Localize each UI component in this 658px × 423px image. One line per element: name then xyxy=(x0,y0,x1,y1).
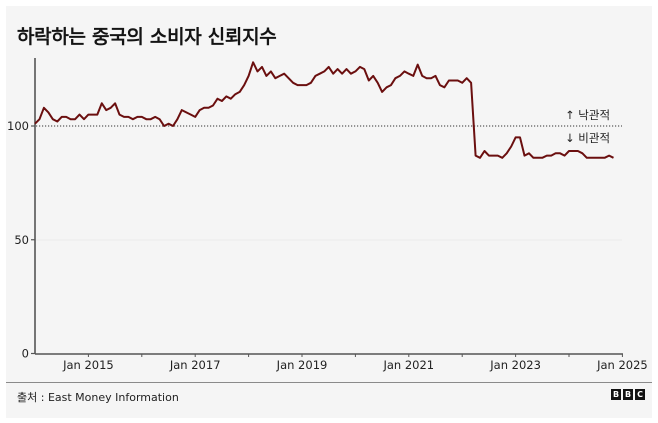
y-tick-label: 50 xyxy=(14,233,29,247)
x-tick-label: Jan 2025 xyxy=(596,358,648,372)
chart-card xyxy=(6,6,652,418)
source-note: 출처 : East Money Information xyxy=(17,391,179,404)
pessimistic-label: ↓ 비관적 xyxy=(565,131,610,145)
consumer-confidence-line xyxy=(34,61,614,159)
bbc-logo-letter: C xyxy=(635,389,645,400)
x-axis-ticks: Jan 2015 Jan 2017 Jan 2019 Jan 2021 Jan 2023… xyxy=(62,354,648,372)
y-axis-ticks: 0 50 100 xyxy=(7,119,35,361)
chart-title: 하락하는 중국의 소비자 신뢰지수 xyxy=(17,26,277,48)
x-tick-label: Jan 2019 xyxy=(276,358,328,372)
optimistic-label: ↑ 낙관적 xyxy=(565,108,610,122)
bbc-logo: B B C xyxy=(611,389,645,400)
x-tick-label: Jan 2023 xyxy=(489,358,541,372)
footer-divider xyxy=(6,382,652,383)
y-tick-label: 100 xyxy=(7,119,29,133)
y-tick-label: 0 xyxy=(22,347,29,361)
x-tick-label: Jan 2021 xyxy=(382,358,434,372)
x-tick-label: Jan 2015 xyxy=(62,358,114,372)
bbc-logo-letter: B xyxy=(623,389,633,400)
bbc-logo-letter: B xyxy=(611,389,621,400)
x-tick-label: Jan 2017 xyxy=(169,358,221,372)
